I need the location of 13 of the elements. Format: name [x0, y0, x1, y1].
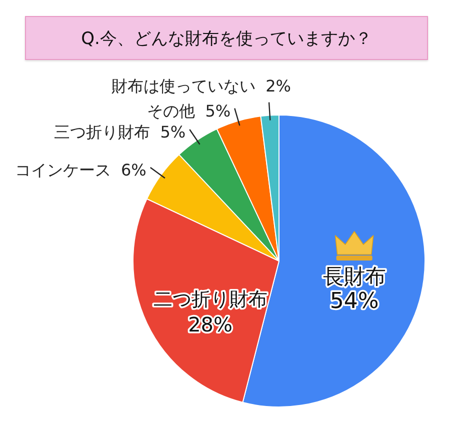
- data-label: 28%: [188, 312, 233, 336]
- slice-label: その他: [147, 100, 196, 120]
- slice-label: 財布は使っていない: [112, 76, 256, 95]
- slice-label: コインケース: [14, 160, 111, 180]
- chart-title: Q.今、どんな財布を使っていますか？: [81, 28, 372, 50]
- data-label: 6%: [120, 160, 146, 180]
- data-label: 5%: [205, 100, 231, 120]
- data-label: 54%: [330, 289, 379, 314]
- slice-label: 三つ折り財布: [54, 122, 150, 141]
- data-label: 2%: [266, 76, 292, 95]
- slice-label: 二つ折り財布: [153, 288, 268, 310]
- slice-label: 長財布: [322, 264, 386, 289]
- data-label: 5%: [160, 122, 186, 141]
